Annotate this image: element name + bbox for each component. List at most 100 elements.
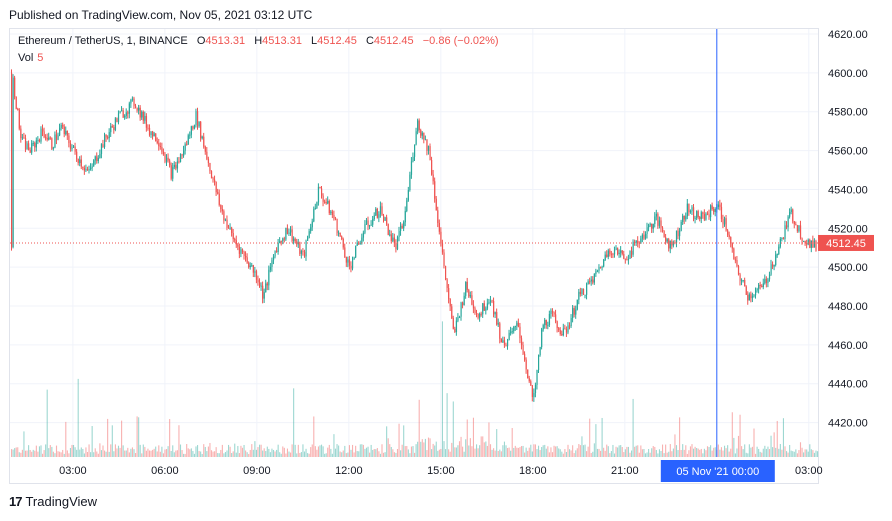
candle-body (77, 158, 79, 164)
candle-body (190, 126, 192, 135)
candle-body (615, 247, 617, 251)
candle-body (517, 322, 520, 327)
candle-body (243, 251, 245, 256)
candle-body (35, 140, 37, 148)
candle-body (547, 324, 549, 326)
candle-body (184, 144, 186, 151)
volume-bar (644, 453, 647, 457)
candle-body (232, 233, 234, 240)
volume-bar (414, 452, 416, 457)
crosshair-time-tag (660, 460, 775, 482)
candle-body (565, 328, 568, 333)
candle-body (739, 274, 741, 281)
volume-bar (403, 425, 405, 457)
candle-body (441, 243, 444, 253)
volume-bar (686, 453, 688, 457)
candle-body (392, 237, 394, 241)
candle-body (319, 186, 321, 189)
candle-body (758, 284, 760, 289)
candle-body (514, 325, 516, 328)
volume-bar (462, 446, 464, 457)
candle-body (94, 156, 96, 161)
volume-bar (77, 378, 79, 457)
candle-body (610, 253, 613, 255)
volume-bar (314, 446, 316, 457)
volume-bar (773, 432, 775, 457)
candle-body (248, 262, 250, 268)
volume-bar (114, 444, 116, 457)
candle-body (276, 250, 278, 252)
volume-bar (598, 448, 600, 457)
volume-bar (561, 451, 563, 457)
candle-body (215, 182, 217, 193)
volume-bar (119, 447, 121, 457)
volume-bar (477, 448, 479, 457)
candle-body (155, 133, 157, 142)
volume-bar (169, 419, 171, 457)
volume-bar (76, 449, 78, 457)
chart-pane[interactable] (9, 28, 819, 484)
candle-body (569, 325, 571, 327)
candle-body (765, 278, 768, 283)
volume-bar (683, 449, 685, 457)
candle-body (457, 317, 459, 321)
volume-bar (703, 448, 705, 457)
volume-bar (722, 450, 724, 457)
candle-body (640, 238, 642, 244)
candle-body (317, 186, 320, 203)
volume-bar (333, 434, 335, 457)
volume-bar (226, 450, 228, 457)
candle-body (107, 137, 109, 139)
candle-body (314, 208, 316, 210)
candle-body (452, 318, 454, 329)
candle-body (249, 265, 251, 268)
candle-body (286, 227, 289, 234)
volume-bar (288, 451, 290, 457)
volume-bar (641, 449, 643, 457)
volume-legend: Vol 5 (18, 52, 43, 64)
candle-body (553, 312, 555, 315)
candle-body (127, 112, 129, 114)
volume-bar (617, 447, 619, 457)
volume-bar (381, 444, 383, 457)
candle-body (203, 136, 205, 147)
volume-bar (245, 450, 247, 457)
volume-bar (606, 444, 608, 457)
candle-body (497, 323, 499, 325)
candle-body (744, 279, 746, 287)
volume-bar (367, 446, 369, 457)
candle-body (311, 221, 313, 228)
volume-bar (576, 448, 578, 457)
volume-bar (234, 443, 236, 457)
candle-body (138, 107, 140, 111)
volume-bar (59, 451, 61, 457)
candle-body (613, 250, 616, 255)
volume-bar (248, 453, 250, 457)
volume-bar (423, 442, 425, 457)
volume-bar (655, 449, 657, 457)
candle-body (761, 285, 763, 288)
candle-body (135, 105, 137, 108)
volume-bar (392, 449, 394, 457)
candle-body (468, 289, 470, 297)
candle-body (717, 204, 719, 207)
volume-bar (14, 448, 16, 457)
candle-body (685, 216, 687, 220)
volume-bar (604, 450, 606, 457)
volume-bar (57, 451, 59, 457)
volume-bar (372, 449, 374, 457)
candle-body (702, 212, 704, 215)
candle-body (423, 132, 425, 140)
volume-bar (727, 445, 729, 457)
candle-body (691, 207, 693, 212)
volume-bar (446, 393, 448, 457)
volume-bar (578, 444, 580, 457)
candle-body (372, 219, 374, 225)
candle-body (373, 215, 375, 220)
candle-body (724, 218, 726, 225)
candle-body (626, 259, 628, 261)
candle-body (407, 190, 409, 201)
volume-bar (228, 444, 230, 457)
candle-body (812, 240, 814, 248)
